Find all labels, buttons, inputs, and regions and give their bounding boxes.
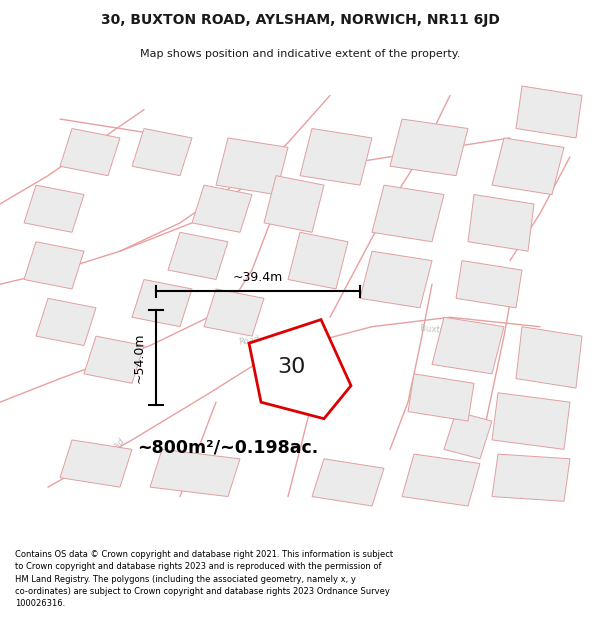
Polygon shape [408, 374, 474, 421]
Text: Road: Road [238, 334, 260, 347]
Text: Buxton Road: Buxton Road [78, 437, 126, 476]
Polygon shape [444, 412, 492, 459]
Polygon shape [360, 251, 432, 308]
Polygon shape [24, 242, 84, 289]
Polygon shape [390, 119, 468, 176]
Polygon shape [24, 185, 84, 232]
Polygon shape [84, 336, 144, 383]
Polygon shape [132, 129, 192, 176]
Polygon shape [288, 232, 348, 289]
Polygon shape [300, 129, 372, 185]
Polygon shape [516, 327, 582, 388]
Polygon shape [132, 279, 192, 327]
Polygon shape [372, 185, 444, 242]
Text: 30, BUXTON ROAD, AYLSHAM, NORWICH, NR11 6JD: 30, BUXTON ROAD, AYLSHAM, NORWICH, NR11 … [101, 13, 499, 27]
Polygon shape [402, 454, 480, 506]
Text: Contains OS data © Crown copyright and database right 2021. This information is : Contains OS data © Crown copyright and d… [15, 550, 393, 608]
Text: Map shows position and indicative extent of the property.: Map shows position and indicative extent… [140, 49, 460, 59]
Text: ~54.0m: ~54.0m [133, 332, 146, 382]
Polygon shape [36, 298, 96, 346]
Polygon shape [432, 318, 504, 374]
Polygon shape [492, 138, 564, 194]
Polygon shape [468, 194, 534, 251]
Polygon shape [492, 392, 570, 449]
Text: ~800m²/~0.198ac.: ~800m²/~0.198ac. [137, 438, 319, 456]
Polygon shape [150, 449, 240, 496]
Polygon shape [216, 138, 288, 194]
Text: Buxton Road: Buxton Road [420, 324, 474, 337]
Polygon shape [60, 440, 132, 487]
Polygon shape [492, 454, 570, 501]
Polygon shape [168, 232, 228, 279]
Polygon shape [312, 459, 384, 506]
Polygon shape [60, 129, 120, 176]
Polygon shape [264, 176, 324, 232]
Polygon shape [516, 86, 582, 138]
Polygon shape [204, 289, 264, 336]
Polygon shape [249, 319, 351, 419]
Text: 30: 30 [277, 357, 305, 377]
Polygon shape [456, 261, 522, 308]
Text: ~39.4m: ~39.4m [233, 271, 283, 284]
Polygon shape [192, 185, 252, 232]
